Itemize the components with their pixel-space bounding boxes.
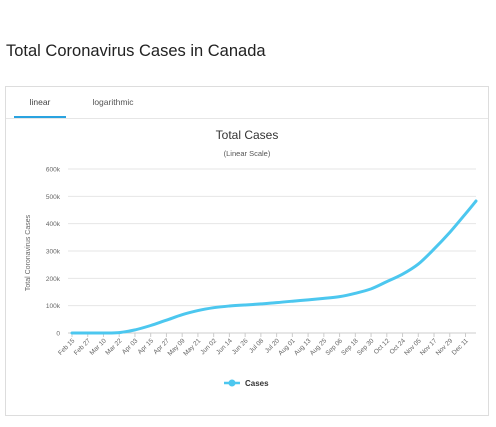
x-tick-label: Jul 08 bbox=[248, 337, 265, 354]
y-axis-ticks: 0 100k 200k 300k 400k 500k 600k bbox=[46, 167, 61, 338]
tab-logarithmic[interactable]: logarithmic bbox=[92, 97, 134, 107]
x-tick-label: Dec 11 bbox=[451, 337, 470, 356]
series-line-cases bbox=[70, 199, 478, 335]
y-axis-title: Total Coronavirus Cases bbox=[25, 214, 32, 291]
y-tick-label: 300k bbox=[46, 249, 61, 256]
x-tick-label: Nov 29 bbox=[435, 337, 455, 357]
chart-title: Total Cases bbox=[216, 128, 279, 142]
y-tick-label: 500k bbox=[46, 194, 61, 201]
x-tick-label: Oct 12 bbox=[373, 337, 392, 356]
grid-lines bbox=[68, 168, 476, 334]
y-tick-label: 600k bbox=[46, 167, 61, 174]
series-layer bbox=[70, 199, 478, 335]
x-tick-label: Jun 02 bbox=[199, 337, 218, 356]
legend-label-cases: Cases bbox=[245, 379, 269, 388]
y-tick-label: 0 bbox=[56, 331, 60, 338]
chart-subtitle: (Linear Scale) bbox=[224, 149, 271, 158]
x-tick-label: Apr 03 bbox=[121, 337, 140, 356]
x-tick-label: Apr 15 bbox=[137, 337, 156, 356]
scale-tabs: linear logarithmic bbox=[6, 87, 488, 119]
y-tick-label: 100k bbox=[46, 303, 61, 310]
x-tick-label: Jun 14 bbox=[215, 337, 234, 356]
legend-item-cases[interactable]: Cases bbox=[224, 379, 269, 388]
x-tick-label: Jun 26 bbox=[231, 337, 250, 356]
chart-card: linear logarithmic Total Cases (Linear S… bbox=[5, 86, 489, 416]
x-tick-label: May 21 bbox=[182, 337, 202, 357]
tab-linear[interactable]: linear bbox=[14, 87, 66, 118]
x-tick-label: Mar 22 bbox=[104, 337, 124, 357]
x-tick-label: Sep 30 bbox=[356, 337, 376, 357]
legend-marker bbox=[228, 379, 236, 387]
page-title: Total Coronavirus Cases in Canada bbox=[6, 42, 266, 60]
y-tick-label: 200k bbox=[46, 276, 61, 283]
total-cases-chart: Total Cases (Linear Scale) Total Coronav… bbox=[25, 128, 478, 388]
y-tick-label: 400k bbox=[46, 221, 61, 228]
